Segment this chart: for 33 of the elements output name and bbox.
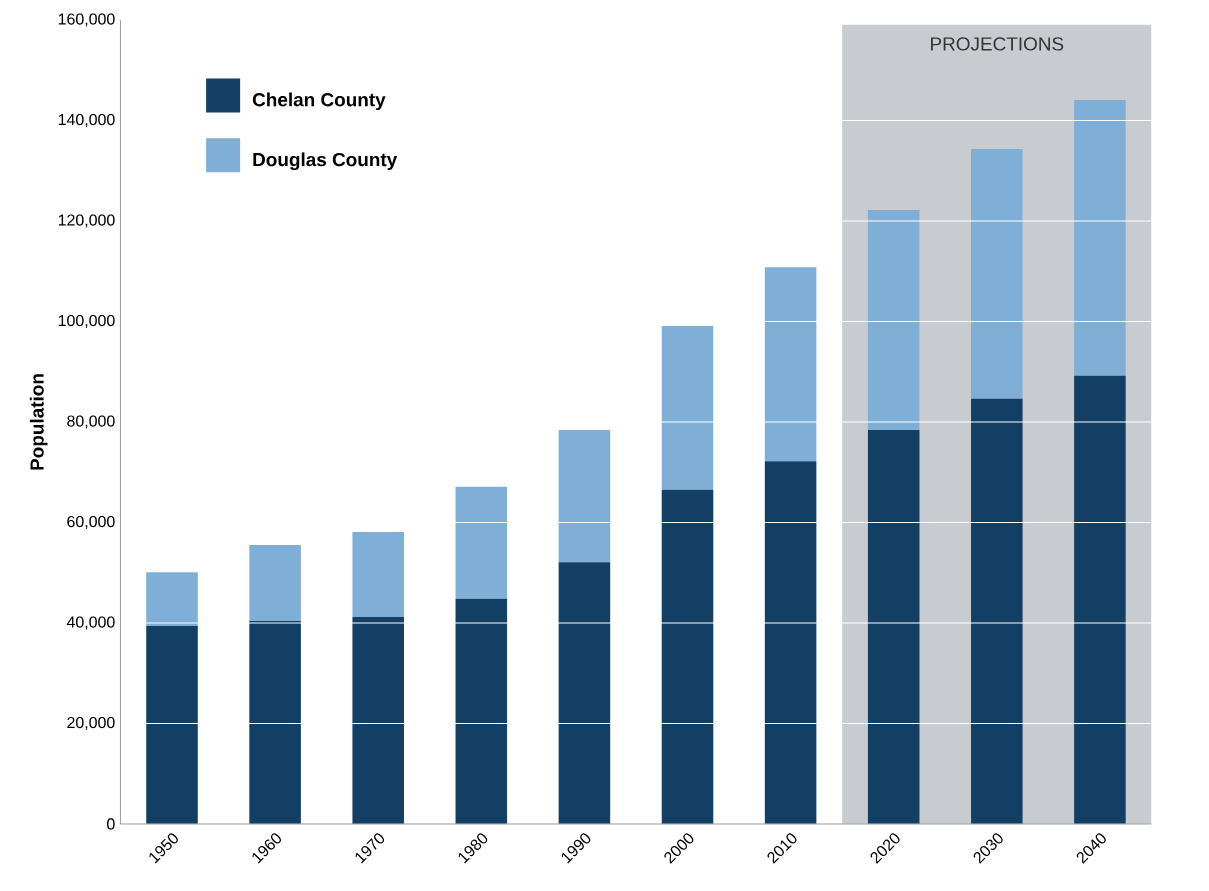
bar: [867, 209, 920, 431]
y-tick-label: 40,000: [66, 616, 115, 630]
y-tick-label: 120,000: [58, 214, 115, 228]
y-tick-label: 60,000: [67, 515, 115, 530]
y-tick-label: 0: [107, 818, 115, 830]
bar: [764, 461, 817, 824]
y-tick-label: 140,000: [58, 113, 115, 128]
bar: [1074, 375, 1126, 824]
legend-label: Douglas County: [253, 152, 398, 171]
bar: [661, 326, 714, 490]
y-axis-title: Population: [29, 374, 48, 470]
band-label: PROJECTIONS: [931, 37, 1064, 51]
y-tick-label: 20,000: [67, 716, 115, 731]
bar: [971, 398, 1023, 824]
bar: [352, 616, 404, 824]
y-tick-label: 80,000: [67, 415, 115, 429]
bar: [764, 267, 817, 462]
bar: [352, 532, 404, 617]
bar: [455, 486, 508, 599]
bar: [661, 489, 714, 824]
bar: [146, 626, 198, 824]
bar: [558, 430, 611, 563]
bar: [1074, 99, 1126, 376]
y-tick-label: 100,000: [58, 314, 115, 329]
bar: [249, 545, 301, 621]
bar: [146, 572, 198, 626]
y-tick-label: 160,000: [58, 13, 115, 27]
bar: [867, 430, 920, 824]
bar: [249, 620, 301, 824]
legend-label: Chelan County: [252, 92, 386, 111]
bar: [455, 598, 508, 824]
bar: [971, 149, 1023, 399]
bar: [558, 562, 611, 824]
